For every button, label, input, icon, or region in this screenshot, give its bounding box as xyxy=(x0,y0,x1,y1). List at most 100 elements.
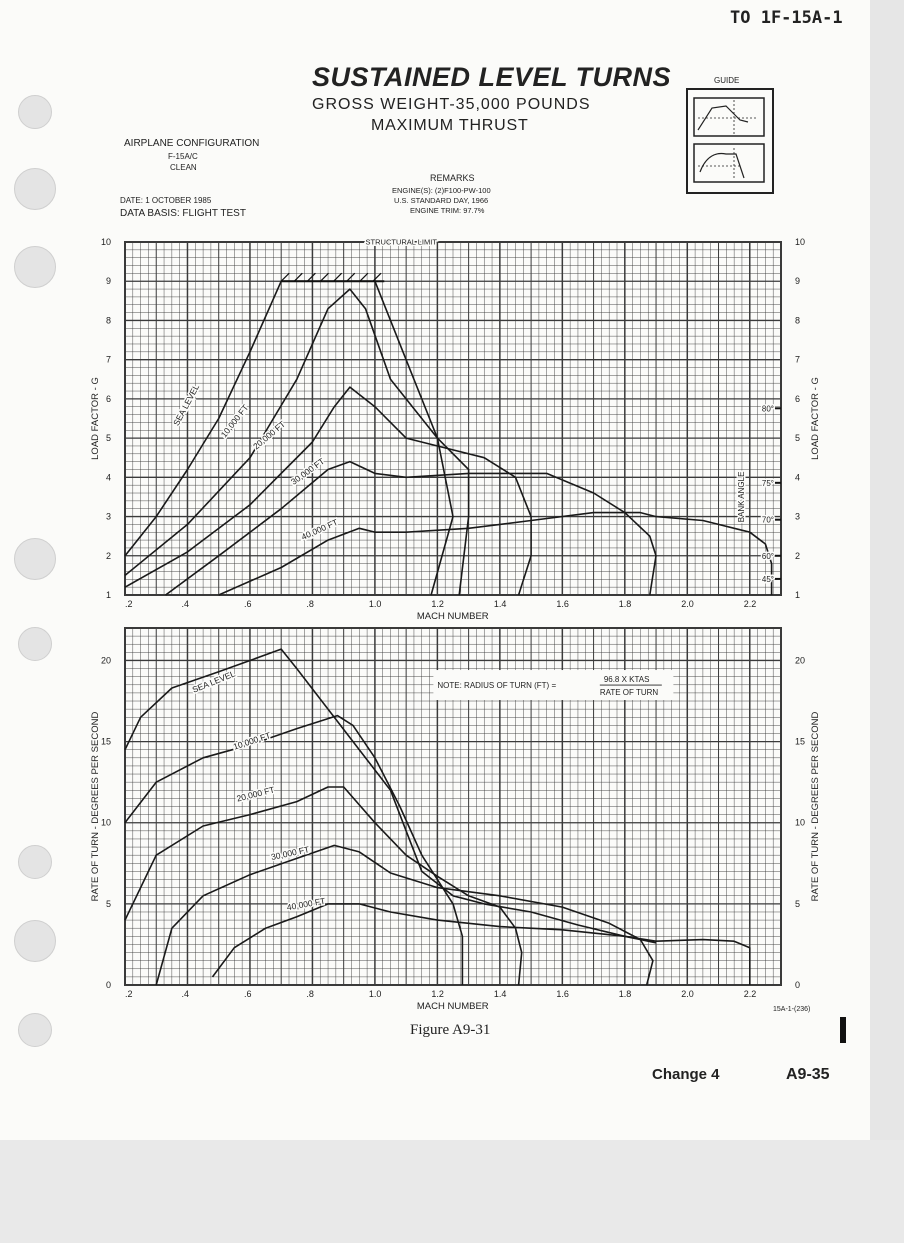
structural-limit-label: STRUCTURAL LIMIT xyxy=(366,238,438,247)
structural-limit-hatch xyxy=(280,272,290,282)
y-tick-label-right: 6 xyxy=(795,394,800,404)
punch-hole xyxy=(18,1013,52,1047)
y-tick-label-right: 7 xyxy=(795,355,800,365)
bank-angle-mark: 70° xyxy=(762,516,774,525)
y-tick-label-right: 10 xyxy=(795,237,805,247)
y-tick-label-right: 15 xyxy=(795,737,805,747)
document-id: TO 1F-15A-1 xyxy=(730,8,843,28)
series-line-20-000-ft xyxy=(124,386,532,596)
y-tick-label-right: 10 xyxy=(795,818,805,828)
figure-code: 15A-1-(236) xyxy=(773,1006,811,1013)
x-tick-label: 1.6 xyxy=(556,989,569,999)
y-tick-label-right: 8 xyxy=(795,315,800,325)
radius-note: NOTE: RADIUS OF TURN (FT) = xyxy=(437,681,556,690)
y-tick-label-right: 2 xyxy=(795,551,800,561)
x-tick-label: .4 xyxy=(181,599,189,609)
config-heading: AIRPLANE CONFIGURATION xyxy=(124,138,260,149)
document-page: TO 1F-15A-1 SUSTAINED LEVEL TURNS GROSS … xyxy=(0,0,870,1140)
y-tick-label-left: 10 xyxy=(101,818,111,828)
punch-hole xyxy=(18,95,52,129)
series-line-40-000-ft xyxy=(211,903,657,978)
x-tick-label: 1.0 xyxy=(369,989,382,999)
punch-hole xyxy=(18,845,52,879)
y-tick-label-left: 7 xyxy=(106,355,111,365)
change-number: Change 4 xyxy=(652,1066,720,1083)
punch-hole xyxy=(14,538,56,580)
x-tick-label: .2 xyxy=(125,989,133,999)
bank-angle-label: BANK ANGLE xyxy=(737,472,746,523)
y-tick-label-right: 3 xyxy=(795,512,800,522)
x-tick-label: .6 xyxy=(244,989,252,999)
x-tick-label: 2.2 xyxy=(744,599,757,609)
punch-hole xyxy=(14,920,56,962)
y-tick-label-left: 1 xyxy=(106,590,111,600)
y-tick-label-left: 6 xyxy=(106,394,111,404)
y-tick-label-right: 4 xyxy=(795,472,800,482)
bank-angle-mark: 45° xyxy=(762,575,774,584)
y-tick-label-left: 0 xyxy=(106,980,111,990)
series-label-40-000-ft: 40,000 FT xyxy=(286,896,326,913)
y-tick-label-right: 9 xyxy=(795,276,800,286)
x-axis-label: MACH NUMBER xyxy=(417,1001,489,1012)
change-bar xyxy=(840,1017,846,1043)
page-number: A9-35 xyxy=(786,1066,830,1083)
y-tick-label-left: 4 xyxy=(106,472,111,482)
series-line-30-000-ft xyxy=(165,460,657,596)
series-line-10-000-ft xyxy=(124,714,464,985)
y-tick-label-right: 5 xyxy=(795,433,800,443)
remarks-trim: ENGINE TRIM: 97.7% xyxy=(410,206,485,215)
y-tick-label-left: 3 xyxy=(106,512,111,522)
x-tick-label: 1.6 xyxy=(556,599,569,609)
bank-angle-mark: 80° xyxy=(762,404,774,413)
structural-limit-hatch xyxy=(293,272,303,282)
y-tick-label-left: 5 xyxy=(106,433,111,443)
remarks-heading: REMARKS xyxy=(430,173,475,183)
x-tick-label: 2.2 xyxy=(744,989,757,999)
config-date: DATE: 1 OCTOBER 1985 xyxy=(120,196,212,205)
punch-hole xyxy=(14,168,56,210)
x-tick-label: 1.4 xyxy=(494,599,507,609)
x-tick-label: 1.2 xyxy=(431,599,444,609)
chart-title: SUSTAINED LEVEL TURNS xyxy=(312,62,672,92)
config-model: F-15A/C xyxy=(168,152,198,161)
series-line-20-000-ft xyxy=(124,786,523,986)
structural-limit-hatch xyxy=(372,272,382,282)
config-state: CLEAN xyxy=(170,163,197,172)
structural-limit-hatch xyxy=(359,272,369,282)
series-label-20-000-ft: 20,000 FT xyxy=(251,419,287,452)
remarks-day: U.S. STANDARD DAY, 1966 xyxy=(394,196,489,205)
y-tick-label-left: 20 xyxy=(101,655,111,665)
x-tick-label: 1.2 xyxy=(431,989,444,999)
x-tick-label: 1.8 xyxy=(619,989,632,999)
series-line-40-000-ft xyxy=(218,511,773,596)
y-tick-label-right: 0 xyxy=(795,980,800,990)
x-tick-label: .8 xyxy=(306,599,314,609)
y-tick-label-left: 5 xyxy=(106,899,111,909)
x-tick-label: 2.0 xyxy=(681,989,694,999)
series-line-30-000-ft xyxy=(155,844,654,986)
y-tick-label-right: 20 xyxy=(795,655,805,665)
rate-of-turn-chart: .2 .4 .6 .8 1.0 1.2 1.4 1.6 1.8 2.0 2.2 MACH NUMBER… xyxy=(90,627,821,1012)
punch-hole xyxy=(14,246,56,288)
x-tick-label: 1.0 xyxy=(369,599,382,609)
series-label-sea-level: SEA LEVEL xyxy=(191,668,237,694)
y-axis-label-left: LOAD FACTOR - G xyxy=(90,377,101,460)
radius-note-numerator: 96.8 X KTAS xyxy=(604,675,650,684)
x-tick-label: .6 xyxy=(244,599,252,609)
chart-subtitle-thrust: MAXIMUM THRUST xyxy=(371,117,529,134)
load-factor-chart: .2 .4 .6 .8 1.0 1.2 1.4 1.6 1.8 2.0 2.2 MACH NUMBER… xyxy=(90,236,821,622)
x-tick-label: 1.4 xyxy=(494,989,507,999)
series-label-20-000-ft: 20,000 FT xyxy=(236,784,276,803)
chart-subtitle-weight: GROSS WEIGHT-35,000 POUNDS xyxy=(312,96,591,113)
structural-limit-hatch xyxy=(320,272,329,282)
config-basis: DATA BASIS: FLIGHT TEST xyxy=(120,208,246,219)
bank-angle-mark: 60° xyxy=(762,552,774,561)
x-tick-label: .8 xyxy=(306,989,314,999)
y-tick-label-left: 10 xyxy=(101,237,111,247)
series-line-10-000-ft xyxy=(124,288,470,596)
series-label-sea-level: SEA LEVEL xyxy=(171,382,201,427)
series-line-sea-level xyxy=(124,648,751,985)
guide-diagram xyxy=(686,88,774,194)
structural-limit-hatch xyxy=(333,272,343,282)
x-tick-label: .4 xyxy=(181,989,189,999)
